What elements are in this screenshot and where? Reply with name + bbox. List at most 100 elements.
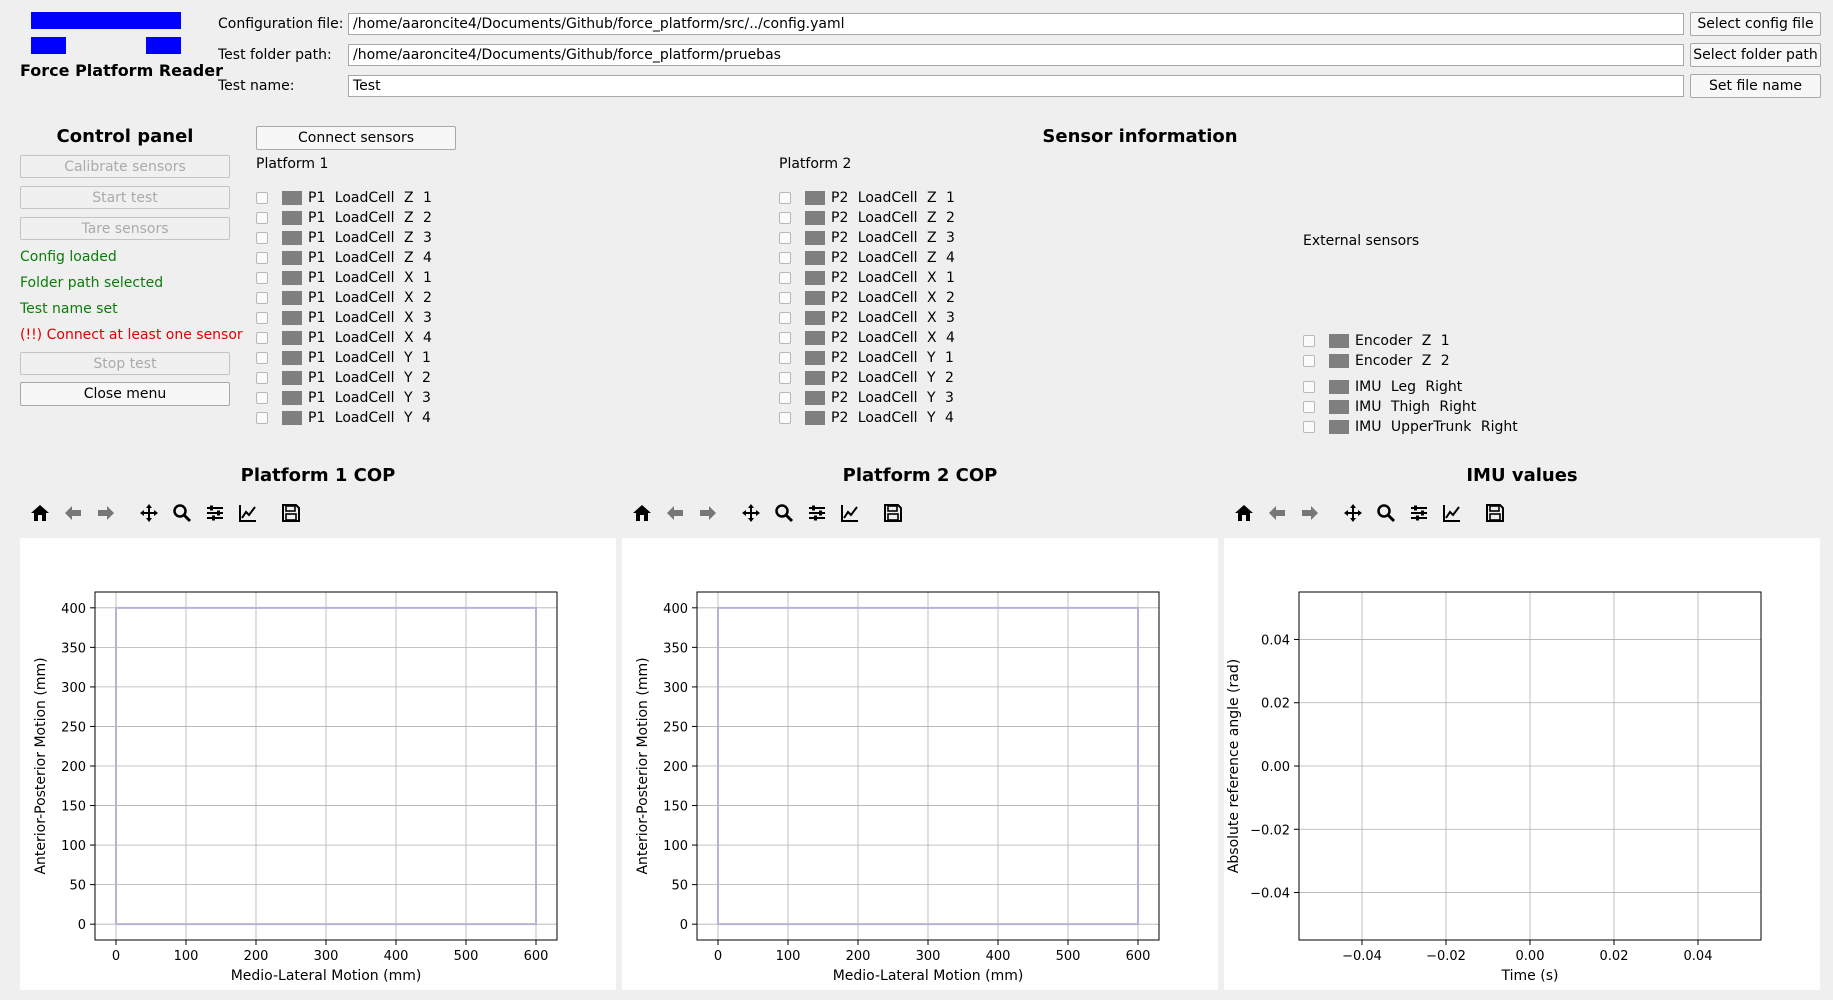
sensor-checkbox[interactable] <box>256 272 268 284</box>
calibrate-sensors-button[interactable]: Calibrate sensors <box>20 155 230 178</box>
configure-subplots-icon[interactable] <box>202 500 228 526</box>
forward-icon[interactable] <box>695 500 721 526</box>
y-tick-label: 0.04 <box>1261 633 1290 648</box>
forward-icon[interactable] <box>93 500 119 526</box>
external-sensor-row: Encoder Z 1 <box>1303 332 1450 350</box>
sensor-checkbox[interactable] <box>779 252 791 264</box>
sensor-information-title: Sensor information <box>1042 126 1238 147</box>
x-tick-label: 600 <box>1126 949 1151 964</box>
sensor-checkbox[interactable] <box>256 372 268 384</box>
sensor-checkbox[interactable] <box>256 252 268 264</box>
sensor-checkbox[interactable] <box>1303 401 1315 413</box>
sensor-checkbox[interactable] <box>256 312 268 324</box>
sensor-checkbox[interactable] <box>779 352 791 364</box>
logo-top-bar <box>31 12 181 29</box>
home-icon[interactable] <box>27 500 53 526</box>
plot1-title: Platform 1 COP <box>240 465 396 486</box>
sensor-color-swatch <box>805 391 825 405</box>
edit-axis-icon[interactable] <box>235 500 261 526</box>
sensor-checkbox[interactable] <box>1303 421 1315 433</box>
sensor-name: P2 LoadCell Z 3 <box>831 230 955 246</box>
forward-icon[interactable] <box>1297 500 1323 526</box>
plot2-canvas[interactable]: 0 100 200 300 400 500 600 0 50 100 150 200 250 300 350… <box>622 538 1218 990</box>
pan-icon[interactable] <box>136 500 162 526</box>
sensor-checkbox[interactable] <box>779 272 791 284</box>
plot3-canvas[interactable]: −0.04 −0.02 0.00 0.02 0.04 −0.04 −0.02 0.00 0.02… <box>1224 538 1820 990</box>
zoom-icon[interactable] <box>771 500 797 526</box>
x-axis-label: Medio-Lateral Motion (mm) <box>833 968 1024 984</box>
pan-icon[interactable] <box>1340 500 1366 526</box>
x-tick-label: 100 <box>174 949 199 964</box>
series-line <box>115 606 537 926</box>
save-icon[interactable] <box>1482 500 1508 526</box>
y-tick-label: 200 <box>61 760 86 775</box>
x-axis-label: Time (s) <box>1501 968 1559 984</box>
test-name-field[interactable] <box>348 75 1684 97</box>
sensor-name: IMU UpperTrunk Right <box>1355 419 1518 435</box>
back-icon[interactable] <box>662 500 688 526</box>
connect-sensors-button[interactable]: Connect sensors <box>256 126 456 150</box>
platform2-sensor-row: P2 LoadCell Z 1 <box>779 189 955 207</box>
sensor-checkbox[interactable] <box>256 292 268 304</box>
test-folder-field[interactable] <box>348 44 1684 66</box>
start-test-button[interactable]: Start test <box>20 186 230 209</box>
sensor-checkbox[interactable] <box>779 192 791 204</box>
back-icon[interactable] <box>60 500 86 526</box>
sensor-checkbox[interactable] <box>779 372 791 384</box>
sensor-color-swatch <box>1329 334 1349 348</box>
home-icon[interactable] <box>629 500 655 526</box>
sensor-name: P2 LoadCell X 2 <box>831 290 955 306</box>
sensor-checkbox[interactable] <box>256 412 268 424</box>
plot1-canvas[interactable]: 0 100 200 300 400 500 600 0 50 100 150 200 250 300 350… <box>20 538 616 990</box>
sensor-checkbox[interactable] <box>256 352 268 364</box>
external-sensor-row: Encoder Z 2 <box>1303 352 1450 370</box>
zoom-icon[interactable] <box>1373 500 1399 526</box>
save-icon[interactable] <box>880 500 906 526</box>
status-folder-selected: Folder path selected <box>20 275 164 291</box>
sensor-name: P1 LoadCell Z 4 <box>308 250 432 266</box>
sensor-color-swatch <box>805 371 825 385</box>
sensor-checkbox[interactable] <box>256 392 268 404</box>
pan-icon[interactable] <box>738 500 764 526</box>
sensor-color-swatch <box>805 191 825 205</box>
configure-subplots-icon[interactable] <box>804 500 830 526</box>
zoom-icon[interactable] <box>169 500 195 526</box>
sensor-checkbox[interactable] <box>779 232 791 244</box>
close-menu-button[interactable]: Close menu <box>20 382 230 406</box>
y-tick-label: 200 <box>663 760 688 775</box>
sensor-checkbox[interactable] <box>779 392 791 404</box>
sensor-checkbox[interactable] <box>1303 381 1315 393</box>
sensor-checkbox[interactable] <box>779 312 791 324</box>
sensor-checkbox[interactable] <box>779 332 791 344</box>
edit-axis-icon[interactable] <box>837 500 863 526</box>
sensor-checkbox[interactable] <box>779 412 791 424</box>
sensor-checkbox[interactable] <box>256 212 268 224</box>
status-test-name-set: Test name set <box>20 301 118 317</box>
config-file-field[interactable] <box>348 13 1684 35</box>
sensor-checkbox[interactable] <box>1303 355 1315 367</box>
sensor-checkbox[interactable] <box>256 232 268 244</box>
select-config-file-button[interactable]: Select config file <box>1690 12 1821 36</box>
back-icon[interactable] <box>1264 500 1290 526</box>
platform1-sensor-row: P1 LoadCell Z 3 <box>256 229 432 247</box>
home-icon[interactable] <box>1231 500 1257 526</box>
sensor-checkbox[interactable] <box>779 212 791 224</box>
configure-subplots-icon[interactable] <box>1406 500 1432 526</box>
sensor-checkbox[interactable] <box>1303 335 1315 347</box>
sensor-name: P1 LoadCell Y 2 <box>308 370 431 386</box>
x-tick-label: 0 <box>112 949 120 964</box>
sensor-name: P2 LoadCell Z 4 <box>831 250 955 266</box>
platform1-sensor-row: P1 LoadCell Y 1 <box>256 349 431 367</box>
save-icon[interactable] <box>278 500 304 526</box>
set-file-name-button[interactable]: Set file name <box>1690 74 1821 98</box>
sensor-checkbox[interactable] <box>779 292 791 304</box>
sensor-checkbox[interactable] <box>256 192 268 204</box>
select-folder-path-button[interactable]: Select folder path <box>1690 43 1821 67</box>
x-tick-label: 300 <box>916 949 941 964</box>
tare-sensors-button[interactable]: Tare sensors <box>20 217 230 240</box>
sensor-checkbox[interactable] <box>256 332 268 344</box>
config-file-label: Configuration file: <box>218 16 344 32</box>
edit-axis-icon[interactable] <box>1439 500 1465 526</box>
stop-test-button[interactable]: Stop test <box>20 352 230 375</box>
y-tick-label: 300 <box>61 681 86 696</box>
